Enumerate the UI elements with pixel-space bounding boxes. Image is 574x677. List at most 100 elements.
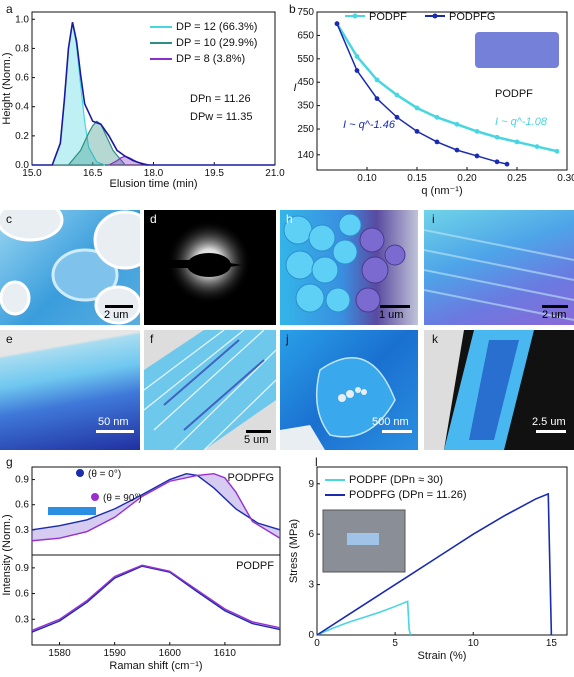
a-series-dp10 [67, 120, 126, 166]
panel-label-d: d [150, 212, 157, 226]
l-y-axis-label: Stress (MPa) [288, 519, 300, 583]
g-legend-marker-0 [76, 469, 84, 477]
l-y-tick-label: 6 [308, 529, 314, 540]
scalebar-h [380, 305, 410, 308]
panel-label-l: l [315, 455, 318, 469]
a-x-tick-label: 19.5 [205, 168, 225, 179]
b-annotation-podpf: I ~ q^-1.08 [495, 116, 548, 128]
b-x-axis-label: q (nm⁻¹) [421, 185, 462, 197]
b-point [474, 153, 480, 159]
scalebar-i [542, 305, 568, 308]
g-series-line [31, 565, 281, 633]
b-point [494, 159, 500, 165]
g-y-tick-label: 0.9 [15, 563, 29, 574]
scalebar-c [105, 305, 133, 308]
panel-label-g: g [6, 455, 13, 469]
g-x-tick-label: 1600 [159, 648, 182, 659]
l-legend-entry: PODPFG (DPn = 11.26) [349, 489, 466, 501]
panel-label-k: k [432, 332, 438, 346]
b-y-tick-label: 550 [297, 54, 314, 65]
b-x-tick-label: 0.30 [557, 173, 574, 184]
b-point [534, 144, 540, 149]
scalebar-label-k: 2.5 um [532, 416, 566, 428]
b-y-tick-label: 750 [297, 7, 314, 18]
panel-f-tem-image: f 5 um [144, 330, 276, 450]
l-y-tick-label: 9 [308, 479, 314, 490]
a-y-axis-label: Height (Norm.) [1, 52, 13, 124]
b-x-tick-label: 0.10 [357, 173, 377, 184]
diffraction-pattern-d [144, 220, 251, 304]
a-y-tick-label: 0.0 [15, 160, 29, 171]
b-point [374, 77, 380, 83]
l-series-podpfg [316, 492, 553, 636]
b-point [354, 54, 360, 59]
b-y-tick-label: 650 [297, 30, 314, 41]
b-point [434, 139, 440, 145]
b-point [504, 161, 510, 167]
g-y-tick-label: 0.3 [15, 525, 29, 536]
panel-label-j: j [286, 332, 289, 346]
g-film-icon [48, 507, 96, 515]
fibers-i [424, 229, 574, 321]
l-x-tick-label: 5 [392, 638, 398, 649]
scalebar-j [382, 430, 412, 433]
tem-holes-c [0, 210, 140, 325]
b-legend-marker [432, 13, 438, 19]
l-x-tick-label: 15 [546, 638, 558, 649]
panel-label-c: c [6, 212, 12, 226]
g-x-tick-label: 1580 [48, 648, 71, 659]
b-point [454, 121, 460, 127]
b-point [554, 148, 560, 154]
b-point [434, 114, 440, 120]
b-point [514, 139, 520, 145]
a-annotation-dpw: DPw = 11.35 [190, 111, 252, 123]
g-y-axis-label: Intensity (Norm.) [1, 514, 13, 595]
b-x-tick-label: 0.15 [407, 173, 427, 184]
panel-label-e: e [6, 332, 13, 346]
panel-b: b 0.10 0.15 0.20 0.25 0.30 140 250 350 450 550 650… [285, 0, 574, 200]
l-legend-entry: PODPF (DPn ≈ 30) [349, 474, 443, 486]
panel-e-tem-image: e 50 nm [0, 330, 140, 450]
g-y-tick-label: 0.9 [15, 475, 29, 486]
a-legend-entry: DP = 12 (66.3%) [176, 21, 257, 33]
chart-b: 0.10 0.15 0.20 0.25 0.30 140 250 350 450 550 650 75… [293, 7, 574, 197]
b-annotation-podpfg: I ~ q^-1.46 [343, 119, 396, 131]
a-series-dp10-fill [68, 121, 126, 165]
g-series-line [31, 472, 281, 531]
scalebar-label-c: 2 um [104, 309, 129, 321]
g-legend-entry-0: (θ = 0°) [88, 469, 121, 480]
panel-label-f: f [150, 332, 154, 346]
g-y-tick-label: 0.6 [15, 589, 29, 600]
g-subplot-label: PODPF [236, 560, 274, 572]
b-point [454, 147, 460, 153]
b-x-tick-label: 0.25 [507, 173, 527, 184]
g-y-tick-label: 0.6 [15, 500, 29, 511]
b-legend-entry: PODPFG [449, 11, 495, 23]
g-series-line [31, 564, 281, 632]
b-point [354, 68, 360, 73]
b-point [374, 96, 380, 102]
b-point [494, 134, 500, 140]
l-series-podpf [316, 600, 412, 636]
b-y-tick-label: 250 [297, 124, 314, 135]
a-x-tick-label: 21.0 [265, 168, 285, 179]
a-x-axis-label: Elusion time (min) [109, 178, 197, 190]
panel-i-sem-image: i 2 um [424, 210, 574, 325]
b-x-tick-label: 0.20 [457, 173, 477, 184]
a-y-tick-label: 0.4 [15, 102, 29, 113]
panel-g: g 0.3 0.6 0.9 PODPFG 0.3 0.6 0.9 PODPF 1580 1590 1… [0, 455, 285, 672]
fiber-k [424, 330, 534, 450]
g-fill-between [32, 565, 280, 633]
a-legend-entry: DP = 10 (29.9%) [176, 37, 257, 49]
a-series-total [32, 22, 275, 166]
panel-a: a 15.0 16.5 18.0 19.5 21.0 0.0 0.2 0.4 0.6 0.8 1.0… [0, 0, 285, 200]
l-y-tick-label: 0 [308, 630, 314, 641]
b-structure-label: PODPF [495, 88, 533, 100]
l-x-tick-label: 0 [314, 638, 320, 649]
a-y-tick-label: 0.2 [15, 131, 29, 142]
g-x-axis-label: Raman shift (cm⁻¹) [109, 660, 202, 672]
g-x-tick-label: 1590 [104, 648, 127, 659]
scalebar-label-e: 50 nm [98, 416, 129, 428]
b-point [474, 128, 480, 134]
b-point [414, 105, 420, 111]
